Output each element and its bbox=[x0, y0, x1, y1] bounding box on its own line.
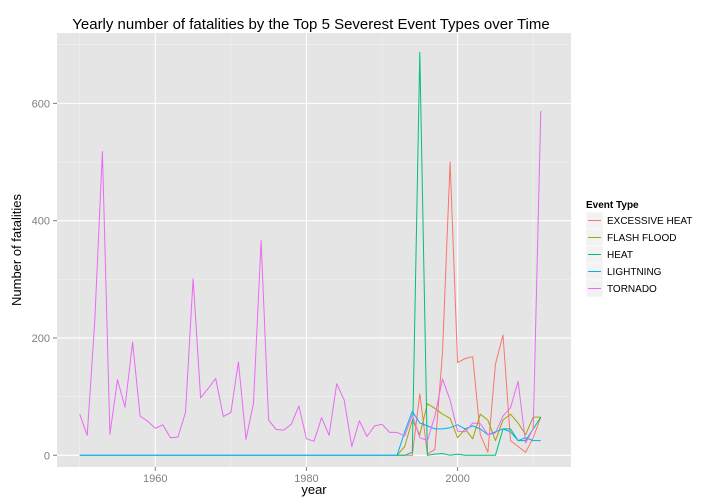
legend-item: HEAT bbox=[585, 245, 633, 264]
minor-gridlines bbox=[57, 33, 571, 467]
legend-item: LIGHTNING bbox=[585, 262, 662, 281]
y-axis-title: Number of fatalities bbox=[9, 194, 24, 306]
y-tick-label: 600 bbox=[32, 98, 50, 110]
series-line-tornado bbox=[79, 110, 542, 447]
legend-label: FLASH FLOOD bbox=[607, 233, 676, 244]
legend-label: EXCESSIVE HEAT bbox=[607, 216, 692, 227]
series-lines bbox=[79, 51, 542, 456]
x-axis-ticks: 1960 1980 2000 bbox=[143, 467, 470, 485]
legend-title: Event Type bbox=[586, 200, 639, 211]
y-axis-ticks: 0 200 400 600 bbox=[32, 98, 57, 462]
x-tick-label: 2000 bbox=[445, 473, 469, 485]
x-axis-title: year bbox=[301, 482, 327, 497]
y-tick-label: 400 bbox=[32, 216, 50, 228]
legend-label: HEAT bbox=[607, 250, 633, 261]
legend-label: TORNADO bbox=[607, 284, 657, 295]
legend-item: FLASH FLOOD bbox=[585, 228, 676, 247]
plot-panel bbox=[57, 33, 571, 467]
legend-item: EXCESSIVE HEAT bbox=[585, 211, 692, 230]
x-tick-label: 1980 bbox=[294, 473, 318, 485]
legend-label: LIGHTNING bbox=[607, 267, 662, 278]
x-tick-label: 1960 bbox=[143, 473, 167, 485]
series-line-flash-flood bbox=[396, 403, 541, 456]
y-tick-label: 200 bbox=[32, 333, 50, 345]
legend-item: TORNADO bbox=[585, 279, 657, 298]
series-line-heat bbox=[79, 51, 542, 456]
chart-title: Yearly number of fatalities by the Top 5… bbox=[72, 16, 549, 33]
legend: Event Type EXCESSIVE HEAT FLASH FLOOD HEAT… bbox=[585, 200, 692, 298]
legend-items: EXCESSIVE HEAT FLASH FLOOD HEAT LIGHTNING TO… bbox=[585, 211, 692, 298]
series-line-excessive-heat bbox=[397, 161, 542, 456]
series-line-lightning bbox=[79, 410, 541, 456]
y-tick-label: 0 bbox=[44, 450, 50, 462]
